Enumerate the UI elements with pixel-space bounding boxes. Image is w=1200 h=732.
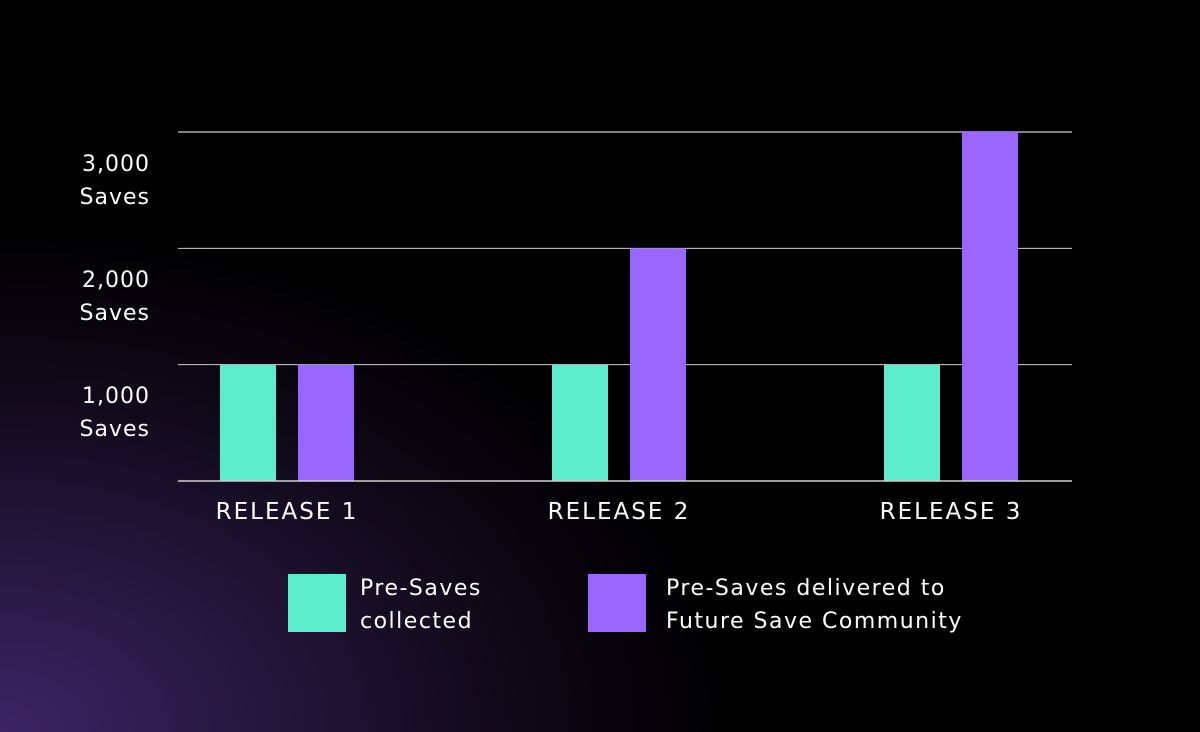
bar-series1-category3: [884, 364, 940, 481]
y-tick-label-1000: 1,000 Saves: [79, 384, 150, 442]
bar-series2-category3: [962, 132, 1018, 481]
bar-series1-category1: [220, 364, 276, 481]
x-tick-label-release-1: RELEASE 1: [215, 499, 359, 525]
bar-series2-category1: [298, 364, 354, 481]
legend-label-delivered: Pre-Saves delivered to Future Save Commun…: [666, 576, 963, 634]
bar-series2-category2: [630, 248, 686, 481]
bar-series1-category2: [552, 364, 608, 481]
legend-swatch-collected: [288, 574, 346, 632]
legend-swatch-delivered: [588, 574, 646, 632]
y-tick-label-2000: 2,000 Saves: [79, 268, 150, 326]
legend-label-collected: Pre-Saves collected: [360, 576, 482, 634]
y-tick-label-3000: 3,000 Saves: [79, 152, 150, 210]
x-tick-label-release-2: RELEASE 2: [547, 499, 691, 525]
x-tick-label-release-3: RELEASE 3: [879, 499, 1023, 525]
